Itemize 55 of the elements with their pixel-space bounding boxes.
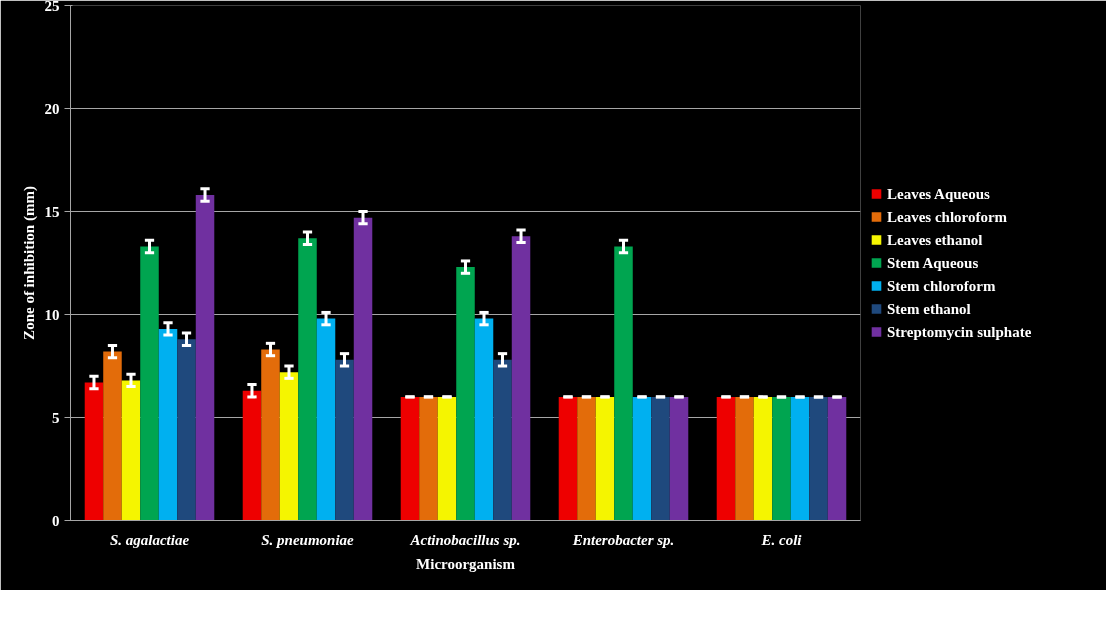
- legend-label: Leaves ethanol: [887, 231, 983, 248]
- bar: [177, 339, 196, 521]
- x-tick-label: S. agalactiae: [109, 531, 190, 548]
- bar: [614, 246, 633, 521]
- bar: [809, 396, 828, 521]
- bar: [790, 396, 810, 521]
- bar: [103, 351, 122, 521]
- bar: [632, 396, 652, 521]
- x-tick-label: S. pneumoniae: [261, 531, 355, 548]
- bar: [419, 396, 438, 521]
- bar: [716, 396, 736, 521]
- legend-label: Leaves Aqueous: [887, 185, 990, 202]
- legend-label: Stem Aqueous: [887, 254, 979, 271]
- bar: [84, 382, 104, 521]
- y-tick-label: 0: [52, 512, 60, 529]
- bar: [298, 238, 317, 521]
- x-tick-label: Actinobacillus sp.: [409, 531, 521, 548]
- bar: [474, 318, 494, 521]
- y-tick-label: 20: [44, 100, 60, 117]
- x-axis-title: Microorganism: [416, 555, 516, 572]
- bar: [140, 246, 159, 521]
- y-tick-label: 25: [44, 0, 60, 14]
- bar: [400, 396, 420, 521]
- bar: [651, 396, 670, 521]
- legend-label: Stem ethanol: [887, 300, 971, 317]
- bar: [335, 359, 354, 521]
- bar: [493, 359, 512, 521]
- bar: [158, 328, 178, 521]
- bar: [353, 217, 373, 521]
- bar: [456, 267, 475, 521]
- bar: [511, 236, 531, 521]
- bar: [261, 349, 280, 521]
- bar: [669, 396, 689, 521]
- y-tick-label: 10: [44, 306, 60, 323]
- bar: [753, 396, 773, 521]
- bar: [577, 396, 596, 521]
- bar: [242, 390, 262, 521]
- bar: [558, 396, 578, 521]
- bar: [595, 396, 615, 521]
- bar: [121, 380, 141, 521]
- legend-label: Leaves chloroform: [887, 208, 1008, 225]
- bar: [279, 372, 299, 521]
- y-tick-label: 15: [44, 203, 60, 220]
- y-axis-title: Zone of inhibition (mm): [20, 186, 38, 340]
- x-tick-label: E. coli: [760, 531, 803, 548]
- bar: [772, 396, 791, 521]
- legend-label: Stem chloroform: [887, 277, 996, 294]
- legend-label: Streptomycin sulphate: [887, 323, 1032, 340]
- y-tick-label: 5: [52, 409, 60, 426]
- bar: [316, 318, 336, 521]
- bar: [827, 396, 847, 521]
- bar: [195, 195, 215, 521]
- bar: [735, 396, 754, 521]
- bar: [437, 396, 457, 521]
- x-tick-label: Enterobacter sp.: [571, 531, 675, 548]
